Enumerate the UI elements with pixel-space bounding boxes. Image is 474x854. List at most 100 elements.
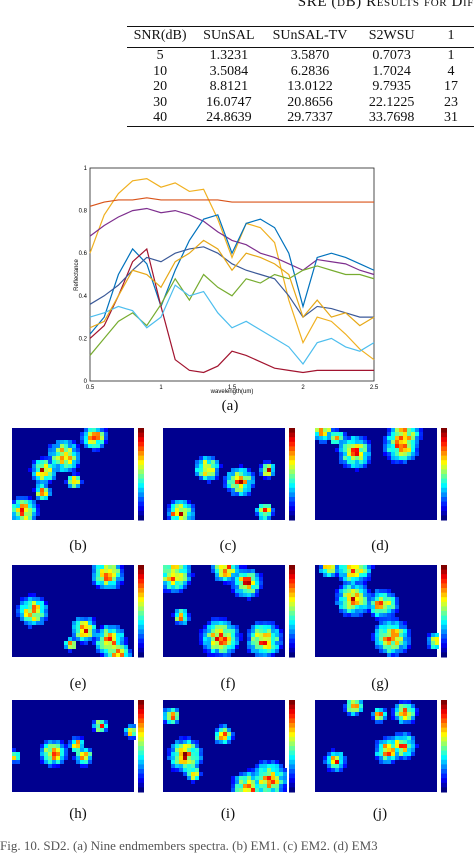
heat-cell — [239, 492, 243, 496]
heat-cell — [163, 708, 167, 712]
heat-cell — [367, 444, 371, 448]
heat-cell — [120, 565, 124, 569]
heat-cell — [259, 573, 263, 577]
heat-cell — [195, 460, 199, 464]
heat-cell — [363, 593, 367, 597]
heat-cell — [175, 504, 179, 508]
colorbar-segment — [289, 634, 295, 640]
heat-cell — [255, 784, 259, 788]
colorbar-segment — [289, 497, 295, 503]
heat-cell — [363, 597, 367, 601]
heat-cell — [375, 720, 379, 724]
heat-cell — [88, 748, 92, 752]
heat-cell — [243, 480, 247, 484]
heat-cell — [76, 621, 80, 625]
heat-cell — [347, 613, 351, 617]
heat-cell — [247, 593, 251, 597]
heat-cell — [108, 649, 112, 653]
heat-cell — [219, 724, 223, 728]
heat-cell — [175, 748, 179, 752]
heat-cell — [64, 468, 68, 472]
table-cell: 29.7337 — [287, 110, 333, 125]
heat-cell — [84, 756, 88, 760]
heat-cell — [239, 780, 243, 784]
heat-cell — [375, 708, 379, 712]
heat-cell — [44, 760, 48, 764]
heat-cell — [355, 589, 359, 593]
heat-cell — [72, 744, 76, 748]
heat-cell — [275, 788, 279, 792]
heat-cell — [163, 716, 167, 720]
heat-cell — [112, 649, 116, 653]
heat-cell — [44, 476, 48, 480]
heat-cell — [96, 432, 100, 436]
colorbar-segment — [138, 746, 144, 752]
heat-cell — [411, 436, 415, 440]
heat-cell — [92, 428, 96, 432]
heat-cell — [363, 585, 367, 589]
heat-cell — [259, 464, 263, 468]
heat-cell — [323, 432, 327, 436]
heat-cell — [16, 512, 20, 516]
heat-cell — [40, 456, 44, 460]
heat-cell — [20, 601, 24, 605]
heat-cell — [403, 645, 407, 649]
heat-cell — [44, 480, 48, 484]
heat-cell — [207, 653, 211, 657]
heat-cell — [36, 476, 40, 480]
heat-cell — [163, 573, 167, 577]
heat-cell — [195, 768, 199, 772]
heat-cell — [383, 756, 387, 760]
heat-cell — [100, 629, 104, 633]
heat-cell — [339, 764, 343, 768]
abundance-map — [12, 700, 144, 793]
heat-cell — [415, 708, 419, 712]
heat-cell — [363, 444, 367, 448]
heat-cell — [219, 641, 223, 645]
heat-cell — [379, 716, 383, 720]
heat-cell — [251, 569, 255, 573]
heat-cell — [48, 752, 52, 756]
table-cell: 17 — [443, 79, 458, 94]
heat-cell — [263, 641, 267, 645]
heat-cell — [359, 581, 363, 585]
heat-cell — [347, 569, 351, 573]
colorbar-segment — [138, 727, 144, 733]
heat-cell — [347, 593, 351, 597]
heat-cell — [267, 504, 271, 508]
heat-cell — [52, 756, 56, 760]
heat-cell — [411, 456, 415, 460]
heat-cell — [223, 476, 227, 480]
heat-cell — [399, 460, 403, 464]
heat-cell — [32, 613, 36, 617]
heat-cell — [371, 712, 375, 716]
heat-cell — [239, 593, 243, 597]
heat-cell — [375, 601, 379, 605]
heat-cell — [64, 456, 68, 460]
heat-cell — [16, 500, 20, 504]
heat-cell — [104, 637, 108, 641]
heat-cell — [331, 565, 335, 569]
heat-cell — [52, 764, 56, 768]
colorbar-segment — [138, 741, 144, 747]
heat-cell — [64, 756, 68, 760]
colorbar-segment — [138, 446, 144, 452]
heat-cell — [271, 649, 275, 653]
heat-cell — [24, 496, 28, 500]
heat-cell — [339, 460, 343, 464]
heat-cell — [104, 432, 108, 436]
heat-cell — [24, 504, 28, 508]
heat-cell — [207, 480, 211, 484]
heat-cell — [211, 464, 215, 468]
colorbar-segment — [441, 606, 447, 612]
colorbar-segment — [289, 615, 295, 621]
heat-cell — [80, 633, 84, 637]
colorbar-segment — [289, 778, 295, 784]
colorbar-segment — [441, 506, 447, 512]
heat-cell — [28, 621, 32, 625]
heat-cell — [375, 625, 379, 629]
heat-cell — [343, 448, 347, 452]
colorbar-segment — [138, 506, 144, 512]
heat-cell — [399, 621, 403, 625]
y-axis-label: Reflectance — [74, 258, 80, 290]
